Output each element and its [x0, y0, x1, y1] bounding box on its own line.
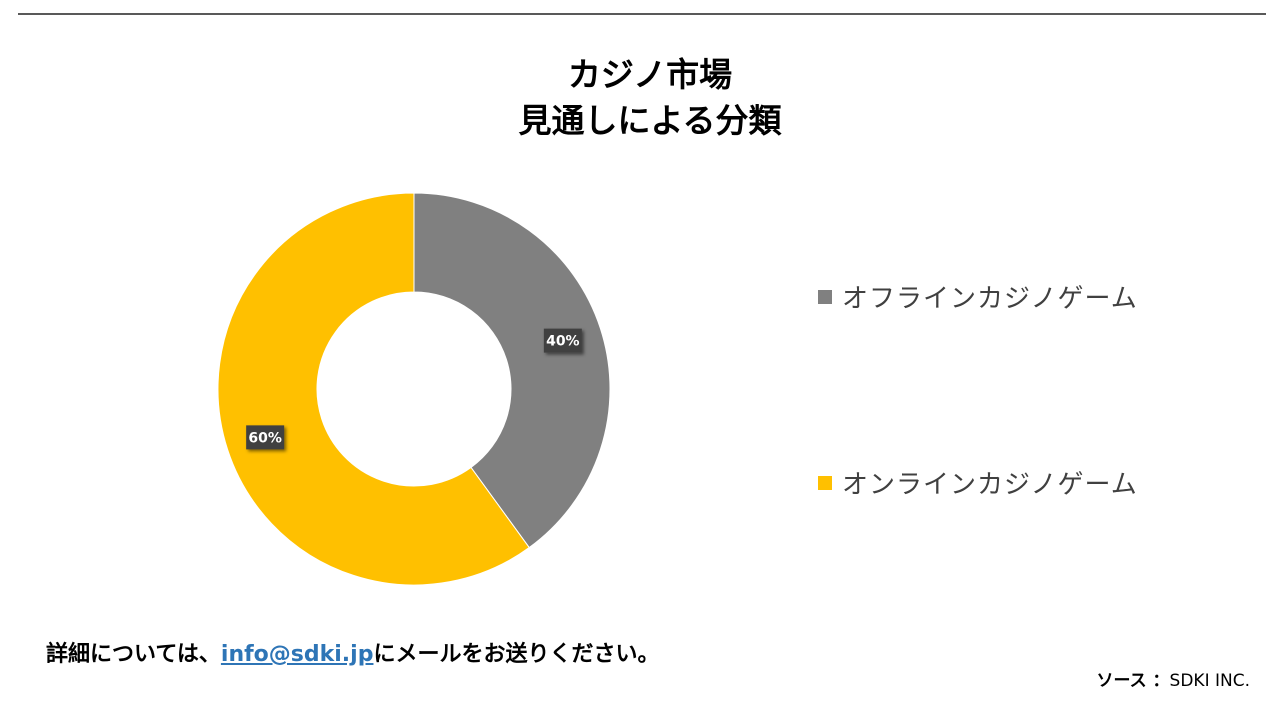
data-label-box	[543, 328, 582, 353]
source-credit: ソース ：SDKI INC.	[1096, 666, 1250, 691]
contact-prefix: 詳細については、	[46, 642, 221, 667]
legend-swatch-offline	[818, 289, 832, 304]
email-link[interactable]: info@sdki.jp	[220, 642, 374, 667]
data-label-text: 60%	[248, 430, 282, 446]
chart-title-line-2: 見通しによる分類	[518, 101, 782, 140]
legend-swatch-online	[818, 475, 832, 490]
top-divider	[18, 13, 1266, 15]
data-label-box	[246, 425, 285, 450]
legend-item-offline: オフラインカジノゲーム	[818, 278, 1138, 315]
legend-label-online: オンラインカジノゲーム	[842, 470, 1138, 500]
donut-slice-online	[217, 192, 530, 586]
legend-label-offline: オフラインカジノゲーム	[842, 284, 1138, 314]
donut-slice-offline	[413, 192, 611, 549]
contact-suffix: にメールをお送りください。	[373, 642, 660, 667]
source-label: ソース ：	[1096, 671, 1170, 691]
data-label-online: 60%	[246, 425, 285, 450]
chart-title: カジノ市場 見通しによる分類	[0, 52, 1280, 144]
chart-title-line-1: カジノ市場	[567, 55, 733, 94]
data-label-text: 40%	[546, 334, 580, 350]
legend-item-online: オンラインカジノゲーム	[818, 464, 1138, 501]
data-label-offline: 40%	[543, 328, 582, 353]
contact-note: 詳細については、info@sdki.jpにメールをお送りください。	[46, 636, 659, 668]
source-value: SDKI INC.	[1169, 671, 1250, 691]
